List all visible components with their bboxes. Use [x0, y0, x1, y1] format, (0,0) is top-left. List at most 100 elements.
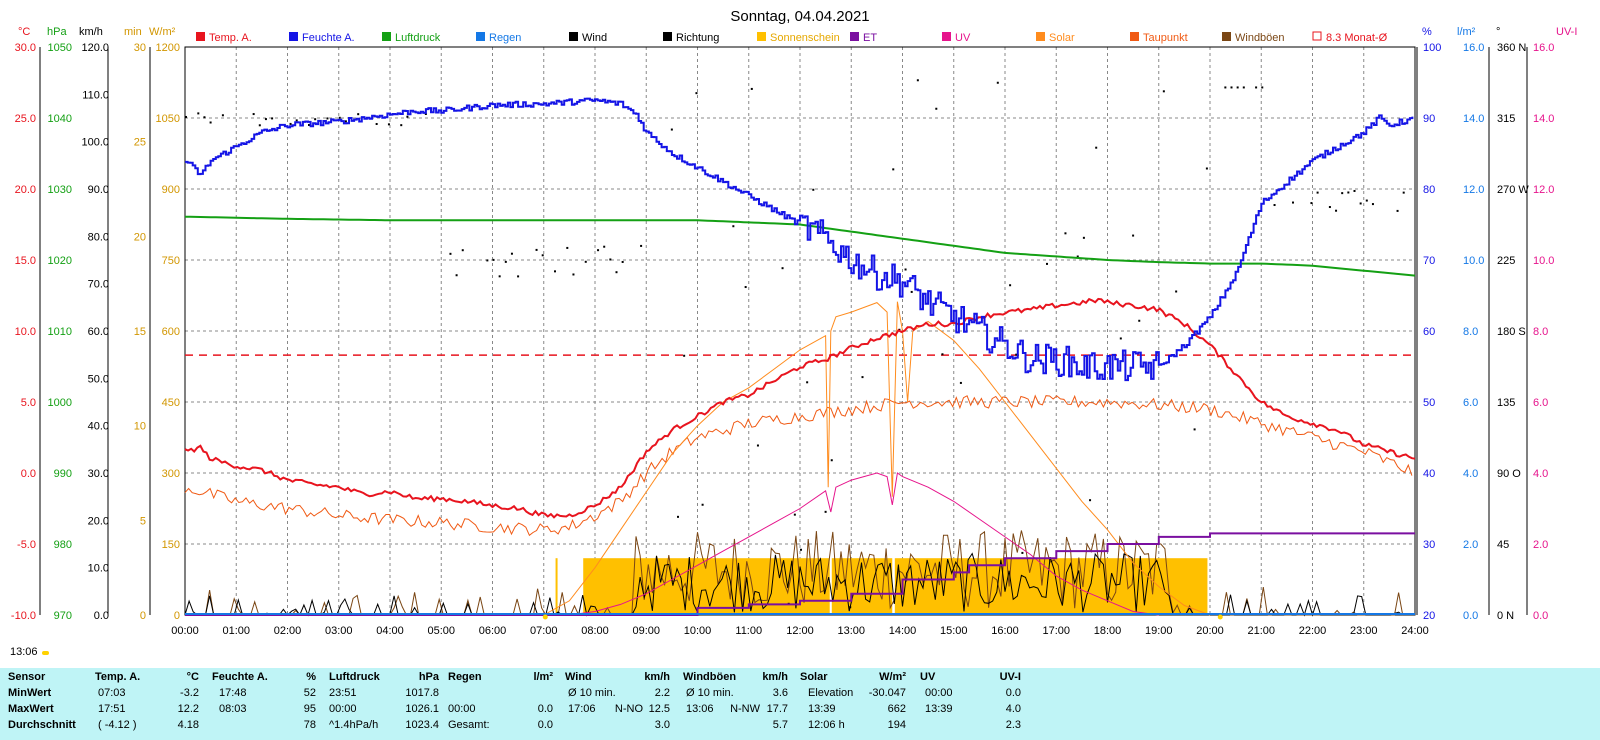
temp-time: ( -4.12 ) [98, 719, 137, 731]
tick-uv: 2.0 [1533, 539, 1548, 551]
direction-dot [449, 252, 452, 255]
direction-dot [996, 81, 999, 84]
direction-dot [1205, 167, 1208, 170]
sunshine-bar [894, 558, 1208, 615]
direction-dot [732, 225, 735, 228]
tick-solar: 750 [162, 255, 180, 267]
direction-dot [1009, 284, 1012, 287]
solar-time: 12:06 h [808, 719, 845, 731]
tick-wind: 20.0 [88, 515, 109, 527]
tick-pressure: 990 [54, 468, 72, 480]
pressure-value: 1023.4 [405, 719, 439, 731]
tick-direction: 90 O [1497, 468, 1521, 480]
clock-label: 13:06 [10, 646, 38, 658]
tick-humidity: 40 [1423, 468, 1435, 480]
direction-dot [1402, 191, 1405, 194]
tick-temp: 10.0 [15, 326, 36, 338]
tick-direction: 270 W [1497, 184, 1529, 196]
legend-label-uv: UV [955, 32, 971, 44]
sunshine-spike [555, 558, 558, 615]
direction-dot [271, 117, 274, 120]
direction-dot [910, 290, 913, 293]
uv-value: 4.0 [1005, 703, 1021, 715]
direction-dot [1273, 204, 1276, 207]
tick-wind: 60.0 [88, 326, 109, 338]
direction-dot [1175, 290, 1178, 293]
direction-dot [1138, 319, 1141, 322]
wind-time: Ø 10 min. [568, 687, 616, 699]
direction-dot [750, 87, 753, 90]
solar-time: Elevation [808, 687, 854, 699]
table-header-unit: UV-I [999, 671, 1021, 683]
temp-value: 12.2 [177, 703, 199, 715]
tick-temp: 15.0 [15, 255, 36, 267]
tick-sun-min: 20 [134, 231, 146, 243]
direction-dot [1261, 86, 1264, 89]
unit-solar: W/m² [149, 26, 176, 38]
tick-temp: 25.0 [15, 113, 36, 125]
unit-uv: UV-I [1556, 26, 1577, 38]
direction-dot [793, 513, 796, 516]
pressure-time: 00:00 [329, 703, 357, 715]
tick-wind: 50.0 [88, 373, 109, 385]
legend-label-sunshine: Sonnenschein [770, 32, 840, 44]
direction-dot [1242, 86, 1245, 89]
table-header-solar: Solar [800, 671, 828, 683]
legend-label-direction: Richtung [676, 32, 719, 44]
tick-wind: 100.0 [81, 137, 109, 149]
tick-uv: 10.0 [1533, 255, 1554, 267]
rain-time: 00:00 [448, 703, 476, 715]
table-header-unit: km/h [762, 671, 788, 683]
legend-label-dewpoint: Taupunkt [1143, 32, 1188, 44]
direction-dot [1015, 353, 1018, 356]
tick-humidity: 70 [1423, 255, 1435, 267]
tick-humidity: 60 [1423, 326, 1435, 338]
tick-uv: 8.0 [1533, 326, 1548, 338]
direction-dot [1335, 209, 1338, 212]
direction-dot [1046, 262, 1048, 265]
direction-dot [1353, 189, 1356, 192]
unit-wind: km/h [79, 26, 103, 38]
tick-sun-min: 15 [134, 326, 146, 338]
legend-label-temp: Temp. A. [209, 32, 252, 44]
direction-dot [498, 275, 501, 278]
series-temp [184, 297, 1416, 519]
tick-x: 16:00 [991, 625, 1019, 637]
uv-time: 13:39 [925, 703, 953, 715]
tick-wind: 110.0 [82, 89, 109, 101]
direction-dot [535, 248, 538, 251]
unit-direction: ° [1496, 26, 1500, 38]
temp-time: 07:03 [98, 687, 126, 699]
direction-dot [1365, 199, 1368, 202]
direction-dot [1064, 232, 1067, 235]
direction-dot [1328, 206, 1331, 209]
direction-dot [1119, 337, 1122, 340]
axes: 30.025.020.015.010.05.00.0-5.0-10.010501… [11, 42, 1555, 637]
direction-dot [517, 275, 520, 278]
pressure-time: ^1.4hPa/h [329, 719, 379, 731]
direction-dot [510, 252, 513, 255]
tick-x: 13:00 [837, 625, 865, 637]
tick-wind: 120.0 [81, 42, 109, 54]
tick-direction: 135 [1497, 397, 1515, 409]
direction-dot [1347, 191, 1350, 194]
tick-wind: 10.0 [88, 563, 109, 575]
direction-dot [375, 123, 378, 126]
direction-dot [1230, 86, 1233, 89]
summary-table: Sensor Temp. A. °C Feuchte A.% Luftdruck hPa R… [0, 668, 1600, 740]
direction-dot [615, 271, 618, 274]
tick-x: 24:00 [1401, 625, 1429, 637]
pressure-time: 23:51 [329, 687, 357, 699]
chart-title: Sonntag, 04.04.2021 [730, 8, 869, 25]
direction-dot [584, 260, 587, 263]
direction-dot [1316, 191, 1319, 194]
unit-temp: °C [18, 26, 30, 38]
tick-humidity: 50 [1423, 397, 1435, 409]
wind-value: 12.5 [648, 703, 670, 715]
tick-humidity: 80 [1423, 184, 1435, 196]
tick-rain: 0.0 [1463, 610, 1478, 622]
direction-dot [861, 376, 864, 379]
tick-solar: 1050 [156, 113, 180, 125]
direction-dot [812, 188, 815, 191]
tick-solar: 0 [174, 610, 180, 622]
